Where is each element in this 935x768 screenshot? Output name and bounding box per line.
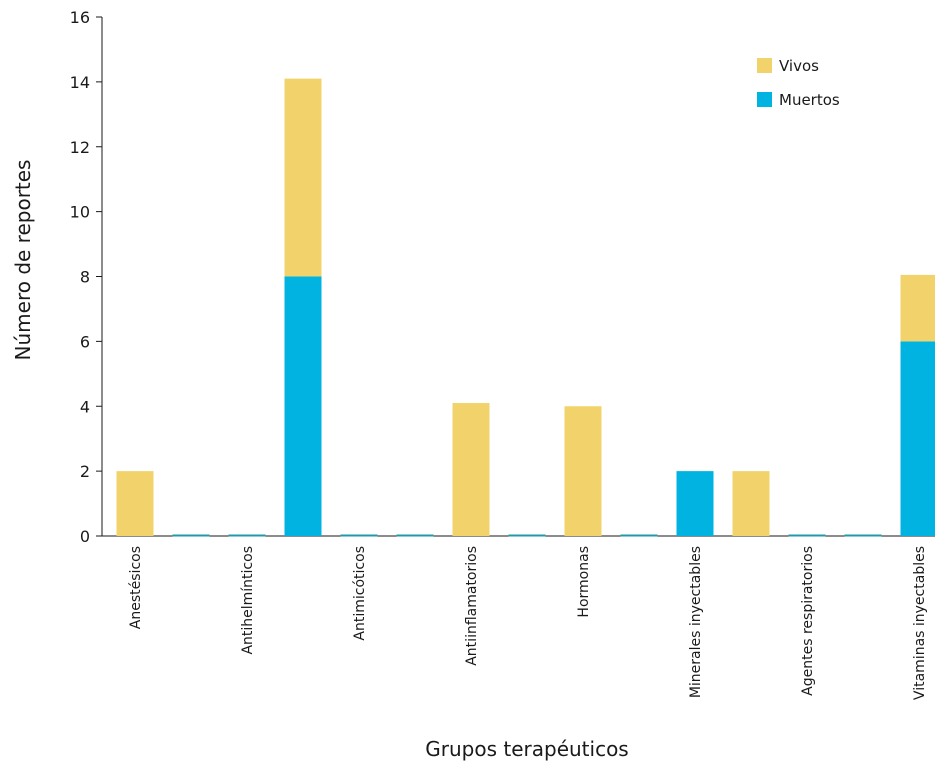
bar-zero-7	[508, 534, 546, 537]
bar-vivos-14	[900, 274, 935, 342]
category-label: Antiinflamatorios	[464, 546, 480, 666]
y-tick-label: 6	[80, 332, 90, 351]
y-axis: 0 2 4 6 8 10 12 14 16	[70, 8, 103, 546]
bar-vivos-3	[284, 78, 322, 277]
y-tick-label: 10	[70, 203, 90, 222]
category-label: Antihelmínticos	[240, 546, 256, 655]
y-tick-label: 0	[80, 527, 90, 546]
y-tick-label: 4	[80, 397, 90, 416]
bar-zero-9	[620, 534, 658, 537]
bar-vivos-6	[452, 403, 490, 536]
category-label: Hormonas	[576, 546, 592, 618]
y-tick-label: 16	[70, 8, 90, 27]
legend-swatch-muertos	[757, 92, 772, 107]
bar-muertos-10	[676, 471, 714, 536]
bar-muertos-14	[900, 341, 935, 536]
legend-label-vivos: Vivos	[779, 57, 819, 75]
bar-zero-13	[844, 534, 882, 537]
bar-zero-5	[396, 534, 434, 537]
category-label: Vitaminas inyectables	[912, 546, 928, 700]
y-tick-label: 12	[70, 138, 90, 157]
bars	[116, 78, 935, 537]
bar-muertos-3	[284, 276, 322, 536]
category-labels: Anestésicos Antihelmínticos Antimicóticos A…	[128, 546, 928, 700]
legend-swatch-vivos	[757, 58, 772, 73]
bar-vivos-8	[564, 406, 602, 536]
category-label: Minerales inyectables	[688, 546, 704, 698]
category-label: Antimicóticos	[352, 546, 368, 641]
x-axis-title: Grupos terapéuticos	[425, 737, 628, 761]
legend: Vivos Muertos	[757, 57, 840, 109]
bar-vivos-11	[732, 471, 770, 536]
y-tick-label: 2	[80, 462, 90, 481]
category-label: Anestésicos	[128, 546, 144, 629]
y-axis-title: Número de reportes	[11, 160, 35, 361]
bar-zero-4	[340, 534, 378, 537]
legend-label-muertos: Muertos	[779, 91, 840, 109]
y-tick-label: 14	[70, 73, 90, 92]
category-label: Agentes respiratorios	[800, 546, 816, 696]
bar-zero-12	[788, 534, 826, 537]
bar-vivos-0	[116, 471, 154, 536]
bar-zero-1	[172, 534, 210, 537]
bar-zero-2	[228, 534, 266, 537]
y-tick-label: 8	[80, 268, 90, 287]
